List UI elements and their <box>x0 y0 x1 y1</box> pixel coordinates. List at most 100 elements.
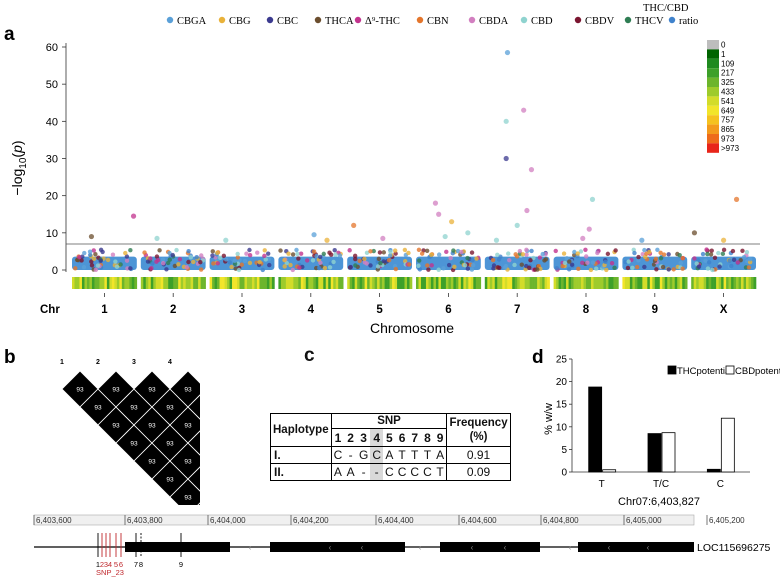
density-cell <box>713 277 717 289</box>
allele-cell: C <box>370 446 383 464</box>
noise-point <box>567 259 572 264</box>
density-cell <box>610 277 614 289</box>
density-cell <box>121 277 125 289</box>
frequency-cell: 0.09 <box>446 463 511 481</box>
density-cell <box>748 277 752 289</box>
density-cell <box>303 277 307 289</box>
density-cell <box>145 277 149 289</box>
noise-point <box>170 252 175 258</box>
noise-point <box>247 247 252 253</box>
allele-cell: G <box>356 446 371 464</box>
strand-arrow-icon: ‹ <box>419 543 422 552</box>
noise-point <box>255 250 260 255</box>
noise-point <box>595 250 600 256</box>
noise-point <box>194 254 199 260</box>
noise-point <box>282 257 287 263</box>
density-cell <box>298 277 302 289</box>
allele-cell: A <box>344 463 357 481</box>
density-cell <box>524 277 528 289</box>
noise-point <box>211 261 216 266</box>
density-cell <box>81 277 85 289</box>
density-cell <box>203 277 206 289</box>
noise-point <box>680 255 685 261</box>
density-cell <box>119 277 123 289</box>
noise-point <box>368 249 373 254</box>
noise-point <box>407 262 412 267</box>
y-tick-label: 10 <box>46 228 58 240</box>
ld-marker-1: 1 <box>60 359 64 366</box>
noise-point <box>653 256 659 261</box>
allele-cell: A <box>331 463 345 481</box>
noise-point <box>161 260 166 266</box>
noise-point <box>294 247 299 253</box>
noise-point <box>529 248 534 254</box>
density-cell <box>672 277 676 289</box>
density-cell <box>583 277 587 289</box>
density-cell <box>733 277 737 289</box>
y-tick-label: 20 <box>46 191 58 203</box>
legend-swatch-10 <box>668 16 676 24</box>
legend-label-5: CBN <box>427 16 449 27</box>
noise-point <box>177 257 183 262</box>
density-cell <box>140 277 144 289</box>
noise-point <box>298 251 304 256</box>
sig-point-11 <box>442 233 448 240</box>
density-cell <box>300 277 304 289</box>
manhattan-y-label: −log10(p) <box>9 140 29 195</box>
density-cell <box>514 277 518 289</box>
noise-point <box>381 259 386 264</box>
noise-point <box>709 248 714 253</box>
noise-point <box>562 260 568 266</box>
snp-number-8: 8 <box>421 428 434 447</box>
density-cell <box>718 277 722 289</box>
density-legend-label-3: 217 <box>721 69 735 78</box>
ld-cell-value: 93 <box>184 459 192 466</box>
noise-point <box>731 257 737 263</box>
noise-point <box>588 267 594 273</box>
density-cell <box>126 277 130 289</box>
density-legend-swatch-0 <box>707 40 719 50</box>
noise-point <box>746 265 752 270</box>
chr-label-X: X <box>720 304 728 316</box>
noise-point <box>93 252 98 257</box>
noise-point <box>316 265 322 271</box>
density-cell <box>96 277 100 289</box>
bar-y-tick-label: 25 <box>556 355 568 366</box>
density-cell <box>654 277 658 289</box>
noise-point <box>712 255 718 261</box>
noise-point <box>444 249 449 255</box>
density-cell <box>217 277 220 289</box>
density-cell <box>430 277 434 289</box>
noise-point <box>392 248 398 253</box>
noise-point <box>260 267 265 273</box>
noise-point <box>471 262 476 268</box>
density-cell <box>261 277 265 289</box>
noise-point <box>73 266 78 271</box>
density-cell <box>738 277 742 289</box>
bar-THCpotential-C <box>706 468 721 473</box>
density-cell <box>677 277 681 289</box>
density-cell <box>369 277 373 289</box>
density-cell <box>160 277 164 289</box>
density-cell <box>402 277 405 289</box>
ld-cell-value: 93 <box>148 423 156 430</box>
bar-THCpotential-T <box>588 386 603 473</box>
density-legend-label-11: >973 <box>721 144 740 153</box>
density-cell <box>473 277 477 289</box>
noise-point <box>540 251 545 257</box>
noise-point <box>694 261 699 266</box>
density-cell <box>347 277 350 289</box>
noise-point <box>594 266 599 271</box>
density-cell <box>542 277 545 289</box>
density-cell <box>264 277 268 289</box>
density-cell <box>649 277 653 289</box>
ruler-label-3: 6,404,200 <box>293 516 329 525</box>
density-cell <box>529 277 533 289</box>
noise-point <box>416 263 421 269</box>
noise-point <box>537 255 543 260</box>
density-cell <box>539 277 543 289</box>
noise-point <box>575 251 580 256</box>
bar-CBDpotential-C <box>720 417 735 473</box>
noise-point <box>218 255 223 261</box>
noise-point <box>710 267 715 273</box>
